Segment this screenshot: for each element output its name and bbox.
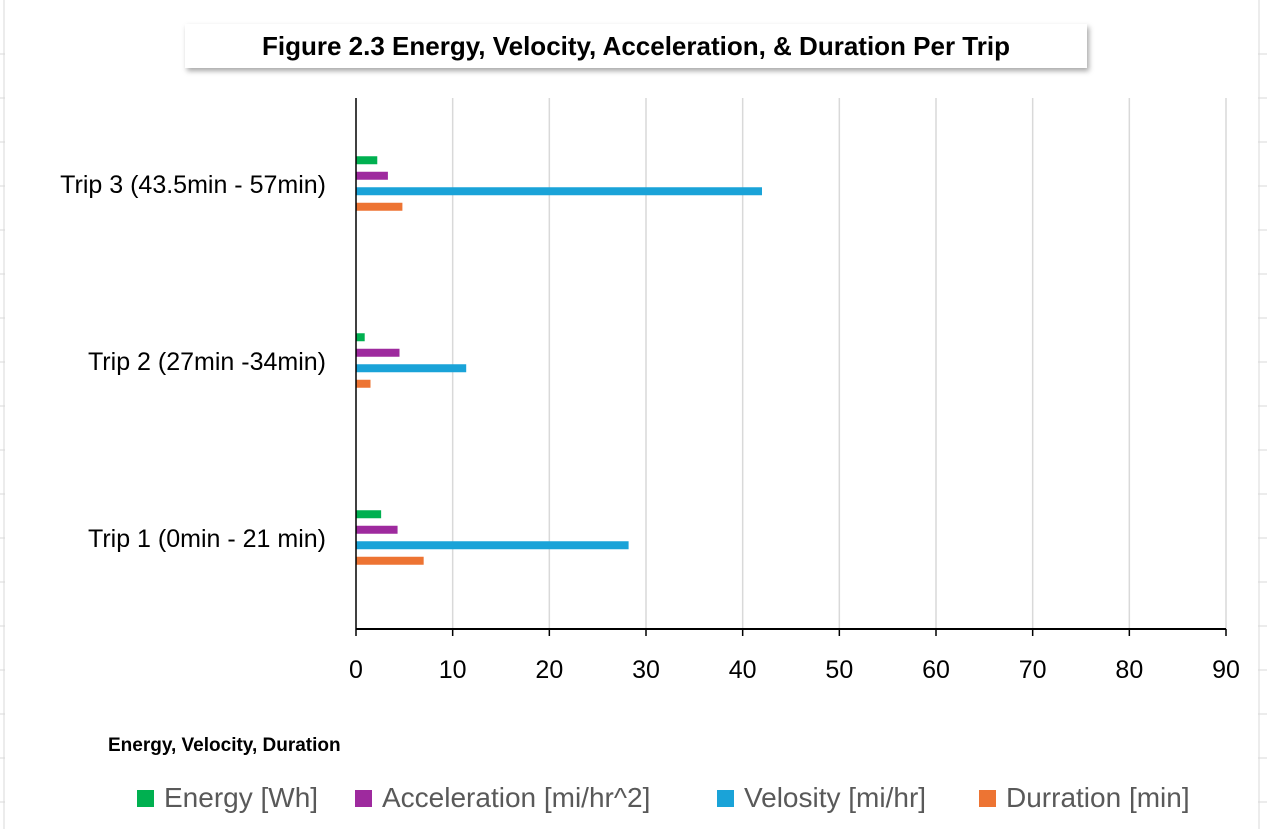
- y-tick-label: Trip 3 (43.5min - 57min): [60, 171, 326, 199]
- x-tick-label: 0: [349, 656, 363, 684]
- y-tick-label: Trip 2 (27min -34min): [88, 348, 326, 376]
- bars: Trip 1 (0min - 21 min) Trip 2 (27min -34m…: [60, 156, 762, 565]
- x-tick-label: 80: [1115, 656, 1143, 684]
- bar-acceleration-1: [356, 525, 398, 534]
- legend-swatch: [717, 789, 734, 807]
- legend-swatch: [355, 789, 372, 807]
- bar-acceleration-3: [356, 171, 388, 180]
- bar-energy-2: [356, 333, 365, 342]
- legend-item: Velosity [mi/hr]: [717, 778, 926, 818]
- x-tick-label: 10: [439, 656, 467, 684]
- x-tick-label: 70: [1019, 656, 1047, 684]
- bar-durration-2: [356, 379, 371, 388]
- legend-label: Energy [Wh]: [164, 782, 319, 813]
- axes: 0 10 20 30 40 50 60 70 80 90: [349, 98, 1240, 684]
- bar-velosity-1: [356, 541, 629, 550]
- legend-label: Acceleration [mi/hr^2]: [382, 782, 651, 813]
- legend-label: Velosity [mi/hr]: [744, 782, 927, 813]
- bar-durration-3: [356, 202, 403, 211]
- x-tick-label: 90: [1212, 656, 1240, 684]
- legend-label: Durration [min]: [1006, 782, 1190, 813]
- x-axis-title: Energy, Velocity, Duration: [108, 735, 341, 756]
- bar-acceleration-2: [356, 348, 400, 357]
- bar-energy-3: [356, 156, 378, 165]
- legend-item: Energy [Wh]: [137, 778, 318, 818]
- x-tick-label: 40: [729, 656, 757, 684]
- x-tick-label: 30: [632, 656, 660, 684]
- bar-energy-1: [356, 510, 382, 519]
- chart-title-box: Figure 2.3 Energy, Velocity, Acceleratio…: [185, 24, 1087, 68]
- legend-item: Durration [min]: [979, 778, 1190, 818]
- bar-durration-1: [356, 556, 424, 565]
- y-tick-label: Trip 1 (0min - 21 min): [88, 525, 326, 553]
- legend-item: Acceleration [mi/hr^2]: [355, 778, 650, 818]
- legend-swatch: [979, 789, 996, 807]
- legend-swatch: [137, 789, 154, 807]
- x-tick-label: 60: [922, 656, 950, 684]
- bar-velosity-2: [356, 364, 467, 373]
- bar-velosity-3: [356, 187, 762, 196]
- x-tick-label: 20: [535, 656, 563, 684]
- chart-legend: Energy [Wh] Acceleration [mi/hr^2] Velosit…: [0, 778, 1267, 818]
- chart-title: Figure 2.3 Energy, Velocity, Acceleratio…: [262, 30, 1010, 61]
- x-tick-label: 50: [825, 656, 853, 684]
